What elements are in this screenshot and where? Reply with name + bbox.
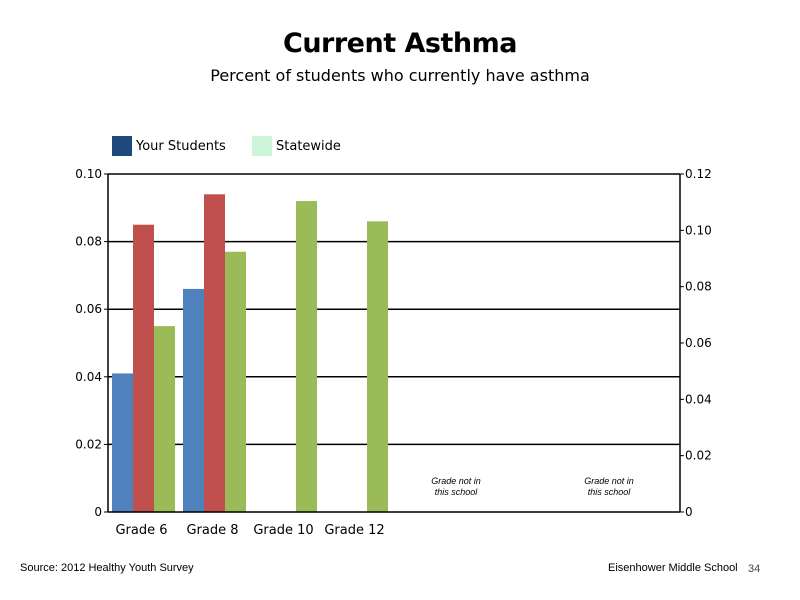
left-tick-label: 0.04 — [75, 370, 102, 384]
left-tick-label: 0.10 — [75, 167, 102, 181]
grade-note: Grade not in — [584, 476, 634, 486]
legend-label-your-students: Your Students — [136, 138, 226, 154]
bar — [204, 194, 225, 512]
legend-item-your-students: Your Students — [112, 136, 226, 156]
right-tick-label: 0.08 — [685, 280, 712, 294]
bar — [133, 224, 154, 512]
legend-swatch-your-students — [112, 136, 132, 156]
source-note: Source: 2012 Healthy Youth Survey — [20, 562, 194, 574]
grade-note: this school — [435, 487, 479, 497]
left-tick-label: 0 — [94, 505, 102, 519]
bar — [154, 326, 175, 512]
right-tick-label: 0.12 — [685, 167, 712, 181]
left-tick-label: 0.08 — [75, 235, 102, 249]
bar — [112, 373, 133, 512]
bar — [183, 288, 204, 512]
legend-item-statewide: Statewide — [252, 136, 341, 156]
bar — [225, 251, 246, 513]
category-label: Grade 12 — [324, 523, 384, 538]
school-name: Eisenhower Middle School — [608, 562, 738, 574]
right-tick-label: 0.04 — [685, 392, 712, 406]
legend-label-statewide: Statewide — [276, 138, 341, 154]
grade-note: this school — [588, 487, 632, 497]
bar — [296, 201, 317, 513]
left-tick-label: 0.02 — [75, 437, 102, 451]
slide-number: 34 — [748, 563, 761, 575]
left-tick-label: 0.06 — [75, 302, 102, 316]
right-tick-label: 0 — [685, 505, 693, 519]
right-tick-label: 0.10 — [685, 223, 712, 237]
bar — [367, 221, 388, 512]
chart-subtitle: Percent of students who currently have a… — [210, 66, 590, 85]
category-label: Grade 10 — [253, 523, 313, 538]
category-label: Grade 6 — [115, 523, 167, 538]
chart-title: Current Asthma — [283, 28, 517, 59]
legend-swatch-statewide — [252, 136, 272, 156]
right-tick-label: 0.06 — [685, 336, 712, 350]
grade-note: Grade not in — [431, 476, 481, 486]
category-label: Grade 8 — [186, 523, 238, 538]
right-tick-label: 0.02 — [685, 449, 712, 463]
